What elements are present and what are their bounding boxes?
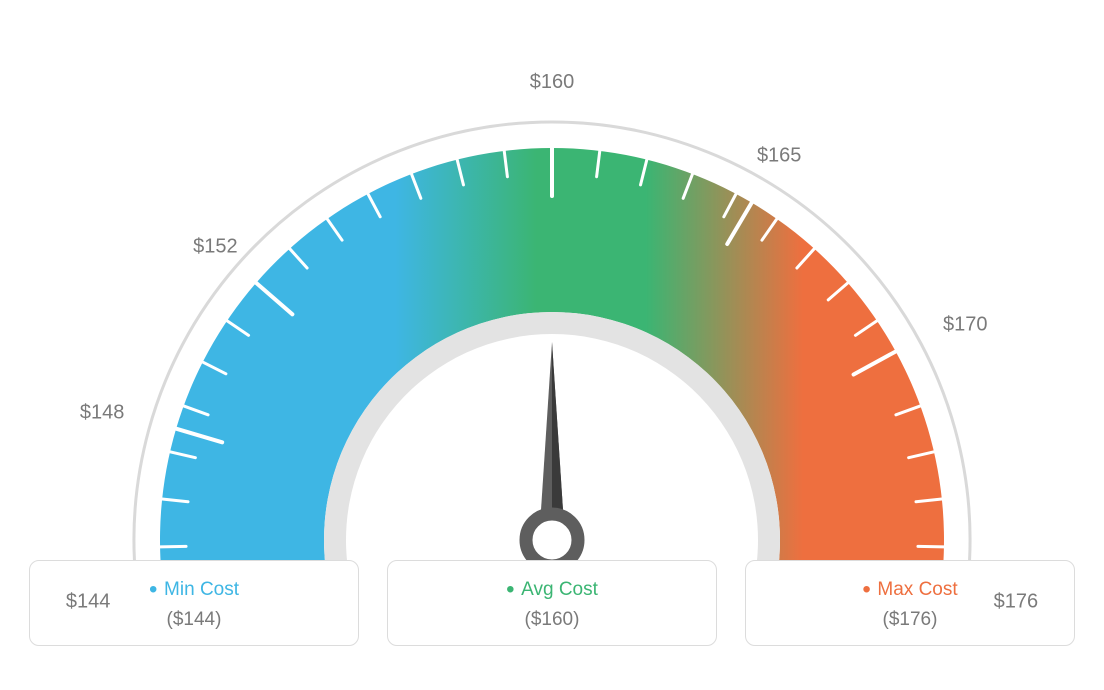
legend-row: Min Cost ($144) Avg Cost ($160) Max Cost… [0, 560, 1104, 646]
gauge-tick-label: $160 [530, 71, 575, 94]
legend-card-avg: Avg Cost ($160) [387, 560, 717, 646]
cost-gauge: $144$148$152$160$165$170$176 [0, 0, 1104, 560]
legend-title-avg: Avg Cost [398, 579, 706, 601]
gauge-tick-label: $152 [193, 236, 238, 259]
gauge-tick-label: $170 [943, 314, 988, 337]
gauge-tick-label: $144 [66, 591, 111, 614]
legend-value-avg: ($160) [398, 609, 706, 631]
gauge-tick-label: $165 [757, 145, 802, 168]
gauge-tick-label: $148 [80, 402, 125, 425]
gauge-tick-label: $176 [994, 591, 1039, 614]
